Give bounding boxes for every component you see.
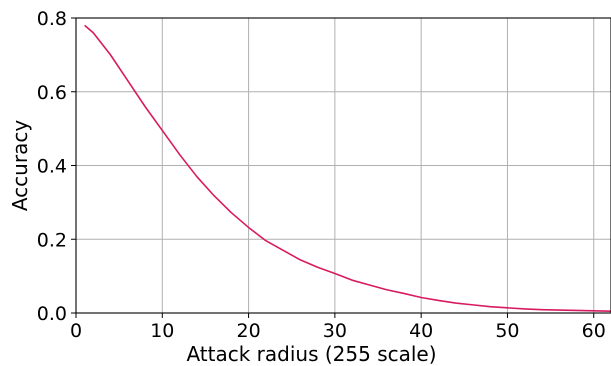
x-tick-label: 40 bbox=[409, 320, 433, 342]
x-tick-label: 60 bbox=[582, 320, 606, 342]
x-axis-label: Attack radius (255 scale) bbox=[186, 342, 436, 366]
x-tick-label: 30 bbox=[323, 320, 347, 342]
x-tick-label: 20 bbox=[236, 320, 260, 342]
x-tick-label: 0 bbox=[70, 320, 82, 342]
x-tick-label: 10 bbox=[150, 320, 174, 342]
tick-layer: 0 10 20 30 40 50 60 0.0 0.2 0.4 0.6 0.8 bbox=[37, 8, 606, 342]
grid-layer bbox=[75, 17, 611, 314]
y-axis-label: Accuracy bbox=[8, 120, 32, 211]
series-line bbox=[84, 24, 611, 312]
series-layer bbox=[84, 24, 611, 312]
y-tick-label: 0.2 bbox=[37, 229, 67, 251]
y-tick-label: 0.4 bbox=[37, 156, 67, 178]
y-tick-label: 0.0 bbox=[37, 303, 67, 325]
x-tick-label: 50 bbox=[495, 320, 519, 342]
y-tick-label: 0.8 bbox=[37, 8, 67, 30]
y-tick-label: 0.6 bbox=[37, 82, 67, 104]
